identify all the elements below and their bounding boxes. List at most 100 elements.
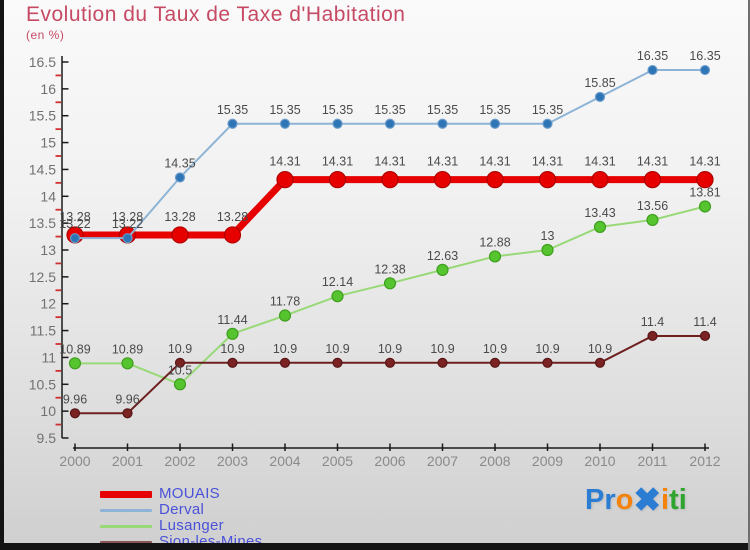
data-point-Sion-les-Mines-2003 [227, 357, 238, 368]
data-point-Derval-2005 [332, 118, 343, 129]
data-point-Derval-2011 [647, 64, 658, 76]
legend-swatch [100, 540, 152, 544]
y-axis-label: 13.5 [29, 215, 56, 231]
data-label-MOUAIS-2006: 14.31 [374, 155, 405, 169]
data-label-Sion-les-Mines-2007: 10.9 [430, 342, 454, 356]
data-label-Derval-2005: 15.35 [322, 103, 353, 117]
data-label-Lusanger-2004: 11.78 [270, 295, 300, 309]
legend-item-Lusanger: Lusanger [100, 518, 262, 534]
data-point-Sion-les-Mines-2008 [489, 357, 501, 368]
data-point-Derval-2008 [489, 118, 501, 129]
y-axis-label: 13 [40, 242, 56, 258]
data-point-Derval-2000 [69, 233, 81, 244]
frame-bottom-edge [0, 543, 750, 550]
y-axis-label: 16 [40, 81, 56, 97]
data-label-Derval-2011: 16.35 [637, 49, 668, 63]
logo-letter: o [615, 484, 634, 516]
data-label-Lusanger-2005: 12.14 [322, 275, 353, 289]
tax-rate-line-chart: 9.51010.51111.51212.51313.51414.51515.51… [29, 49, 721, 469]
data-label-MOUAIS-2011: 14.31 [637, 155, 668, 169]
logo-letter: i [678, 484, 687, 516]
data-point-MOUAIS-2011 [643, 171, 662, 189]
data-point-Lusanger-2005 [331, 290, 344, 303]
y-axis-label: 9.5 [37, 430, 57, 446]
y-axis-label: 12 [40, 296, 56, 312]
data-label-Sion-les-Mines-2011: 11.4 [641, 315, 664, 329]
data-label-Derval-2007: 15.35 [427, 103, 458, 117]
x-axis-label: 2002 [164, 453, 195, 469]
data-label-MOUAIS-2007: 14.31 [427, 155, 458, 169]
legend-item-Derval: Derval [100, 502, 262, 518]
data-label-Sion-les-Mines-2010: 10.9 [588, 342, 612, 356]
data-label-MOUAIS-2012: 14.31 [689, 155, 720, 169]
y-axis: 9.5 10 10.5 11 11.5 12 12.5 13 13.5 14 14.5 15 15.5 1… [29, 54, 69, 446]
frame-right-edge [748, 0, 750, 550]
logo-letter: r [604, 484, 616, 516]
data-point-Lusanger-2012 [698, 200, 712, 213]
data-point-Lusanger-2002 [173, 378, 187, 391]
logo-letter: ✖ [633, 481, 662, 518]
y-axis-label: 11 [41, 349, 56, 365]
data-point-Lusanger-2000 [68, 357, 82, 370]
data-point-MOUAIS-2009 [538, 171, 557, 189]
data-label-Sion-les-Mines-2005: 10.9 [325, 342, 349, 356]
data-point-Lusanger-2010 [593, 220, 607, 234]
y-axis-label: 10.5 [29, 376, 56, 392]
data-label-Derval-2010: 15.85 [584, 76, 615, 90]
data-label-Lusanger-2006: 12.38 [374, 262, 405, 276]
data-point-Sion-les-Mines-2002 [174, 357, 186, 368]
data-label-MOUAIS-2002: 13.28 [164, 210, 195, 224]
x-axis-label: 2008 [479, 453, 510, 469]
legend-swatch [100, 490, 152, 498]
data-point-Derval-2012 [699, 64, 711, 76]
data-label-Sion-les-Mines-2003: 10.9 [220, 342, 244, 356]
y-axis-label: 14 [40, 188, 56, 204]
data-point-Lusanger-2004 [278, 309, 292, 322]
series-labels-MOUAIS: 13.28 13.28 13.28 13.28 14.31 14.31 14.31 14.31… [59, 155, 720, 224]
data-point-Derval-2003 [227, 118, 238, 129]
data-point-Sion-les-Mines-2011 [647, 330, 658, 342]
data-point-MOUAIS-2008 [486, 171, 504, 189]
data-point-Lusanger-2009 [541, 243, 554, 257]
series-Sion-les-Mines [69, 330, 711, 419]
legend-label: MOUAIS [159, 485, 220, 502]
data-label-Sion-les-Mines-2004: 10.9 [273, 342, 297, 356]
data-label-MOUAIS-2009: 14.31 [532, 155, 563, 169]
data-label-Sion-les-Mines-2008: 10.9 [483, 342, 507, 356]
data-label-Derval-2001: 13.22 [112, 217, 143, 231]
data-label-Derval-2002: 14.35 [164, 156, 195, 170]
data-point-MOUAIS-2006 [381, 171, 399, 189]
chart-legend: MOUAIS Derval Lusanger Sion-les-Mines [100, 486, 262, 550]
chart-header: Evolution du Taux de Taxe d'Habitation (… [26, 3, 406, 42]
chart-subtitle: (en %) [26, 28, 65, 42]
data-label-Lusanger-2012: 13.81 [689, 185, 720, 199]
data-point-Sion-les-Mines-2009 [542, 357, 553, 368]
data-label-MOUAIS-2004: 14.31 [269, 155, 300, 169]
data-point-MOUAIS-2010 [591, 171, 609, 189]
data-point-Derval-2009 [542, 118, 553, 129]
data-label-Derval-2009: 15.35 [532, 103, 563, 117]
data-point-Sion-les-Mines-2004 [279, 357, 291, 368]
proxiti-logo[interactable]: Pro✖iti [585, 481, 687, 518]
data-label-Lusanger-2001: 10.89 [112, 342, 143, 356]
data-label-Derval-2004: 15.35 [269, 103, 300, 117]
data-label-MOUAIS-2000: 13.28 [59, 210, 90, 224]
y-axis-label: 15 [40, 135, 56, 151]
data-point-MOUAIS-2005 [328, 171, 347, 189]
data-label-MOUAIS-2001: 13.28 [112, 210, 143, 224]
x-axis: 2000 2001 2002 2003 2004 2005 2006 2007 2008 2009… [59, 443, 721, 469]
data-label-MOUAIS-2010: 14.31 [584, 155, 615, 169]
data-point-Derval-2007 [437, 118, 448, 129]
series-labels-Sion-les-Mines: 9.96 9.96 10.9 10.9 10.9 10.9 10.9 10.9 10.9 10.9… [63, 315, 717, 406]
y-axis-label: 14.5 [29, 161, 56, 177]
data-point-Sion-les-Mines-2006 [384, 357, 396, 368]
data-label-Sion-les-Mines-2000: 9.96 [63, 392, 87, 406]
legend-label: Derval [159, 501, 205, 518]
y-axis-label: 10 [40, 403, 56, 419]
series-MOUAIS [66, 171, 714, 244]
logo-letter: i [661, 484, 670, 516]
y-axis-label: 16.5 [29, 54, 56, 70]
series-Lusanger [68, 200, 712, 391]
data-label-Sion-les-Mines-2009: 10.9 [535, 342, 559, 356]
data-label-Sion-les-Mines-2012: 11.4 [693, 315, 716, 329]
